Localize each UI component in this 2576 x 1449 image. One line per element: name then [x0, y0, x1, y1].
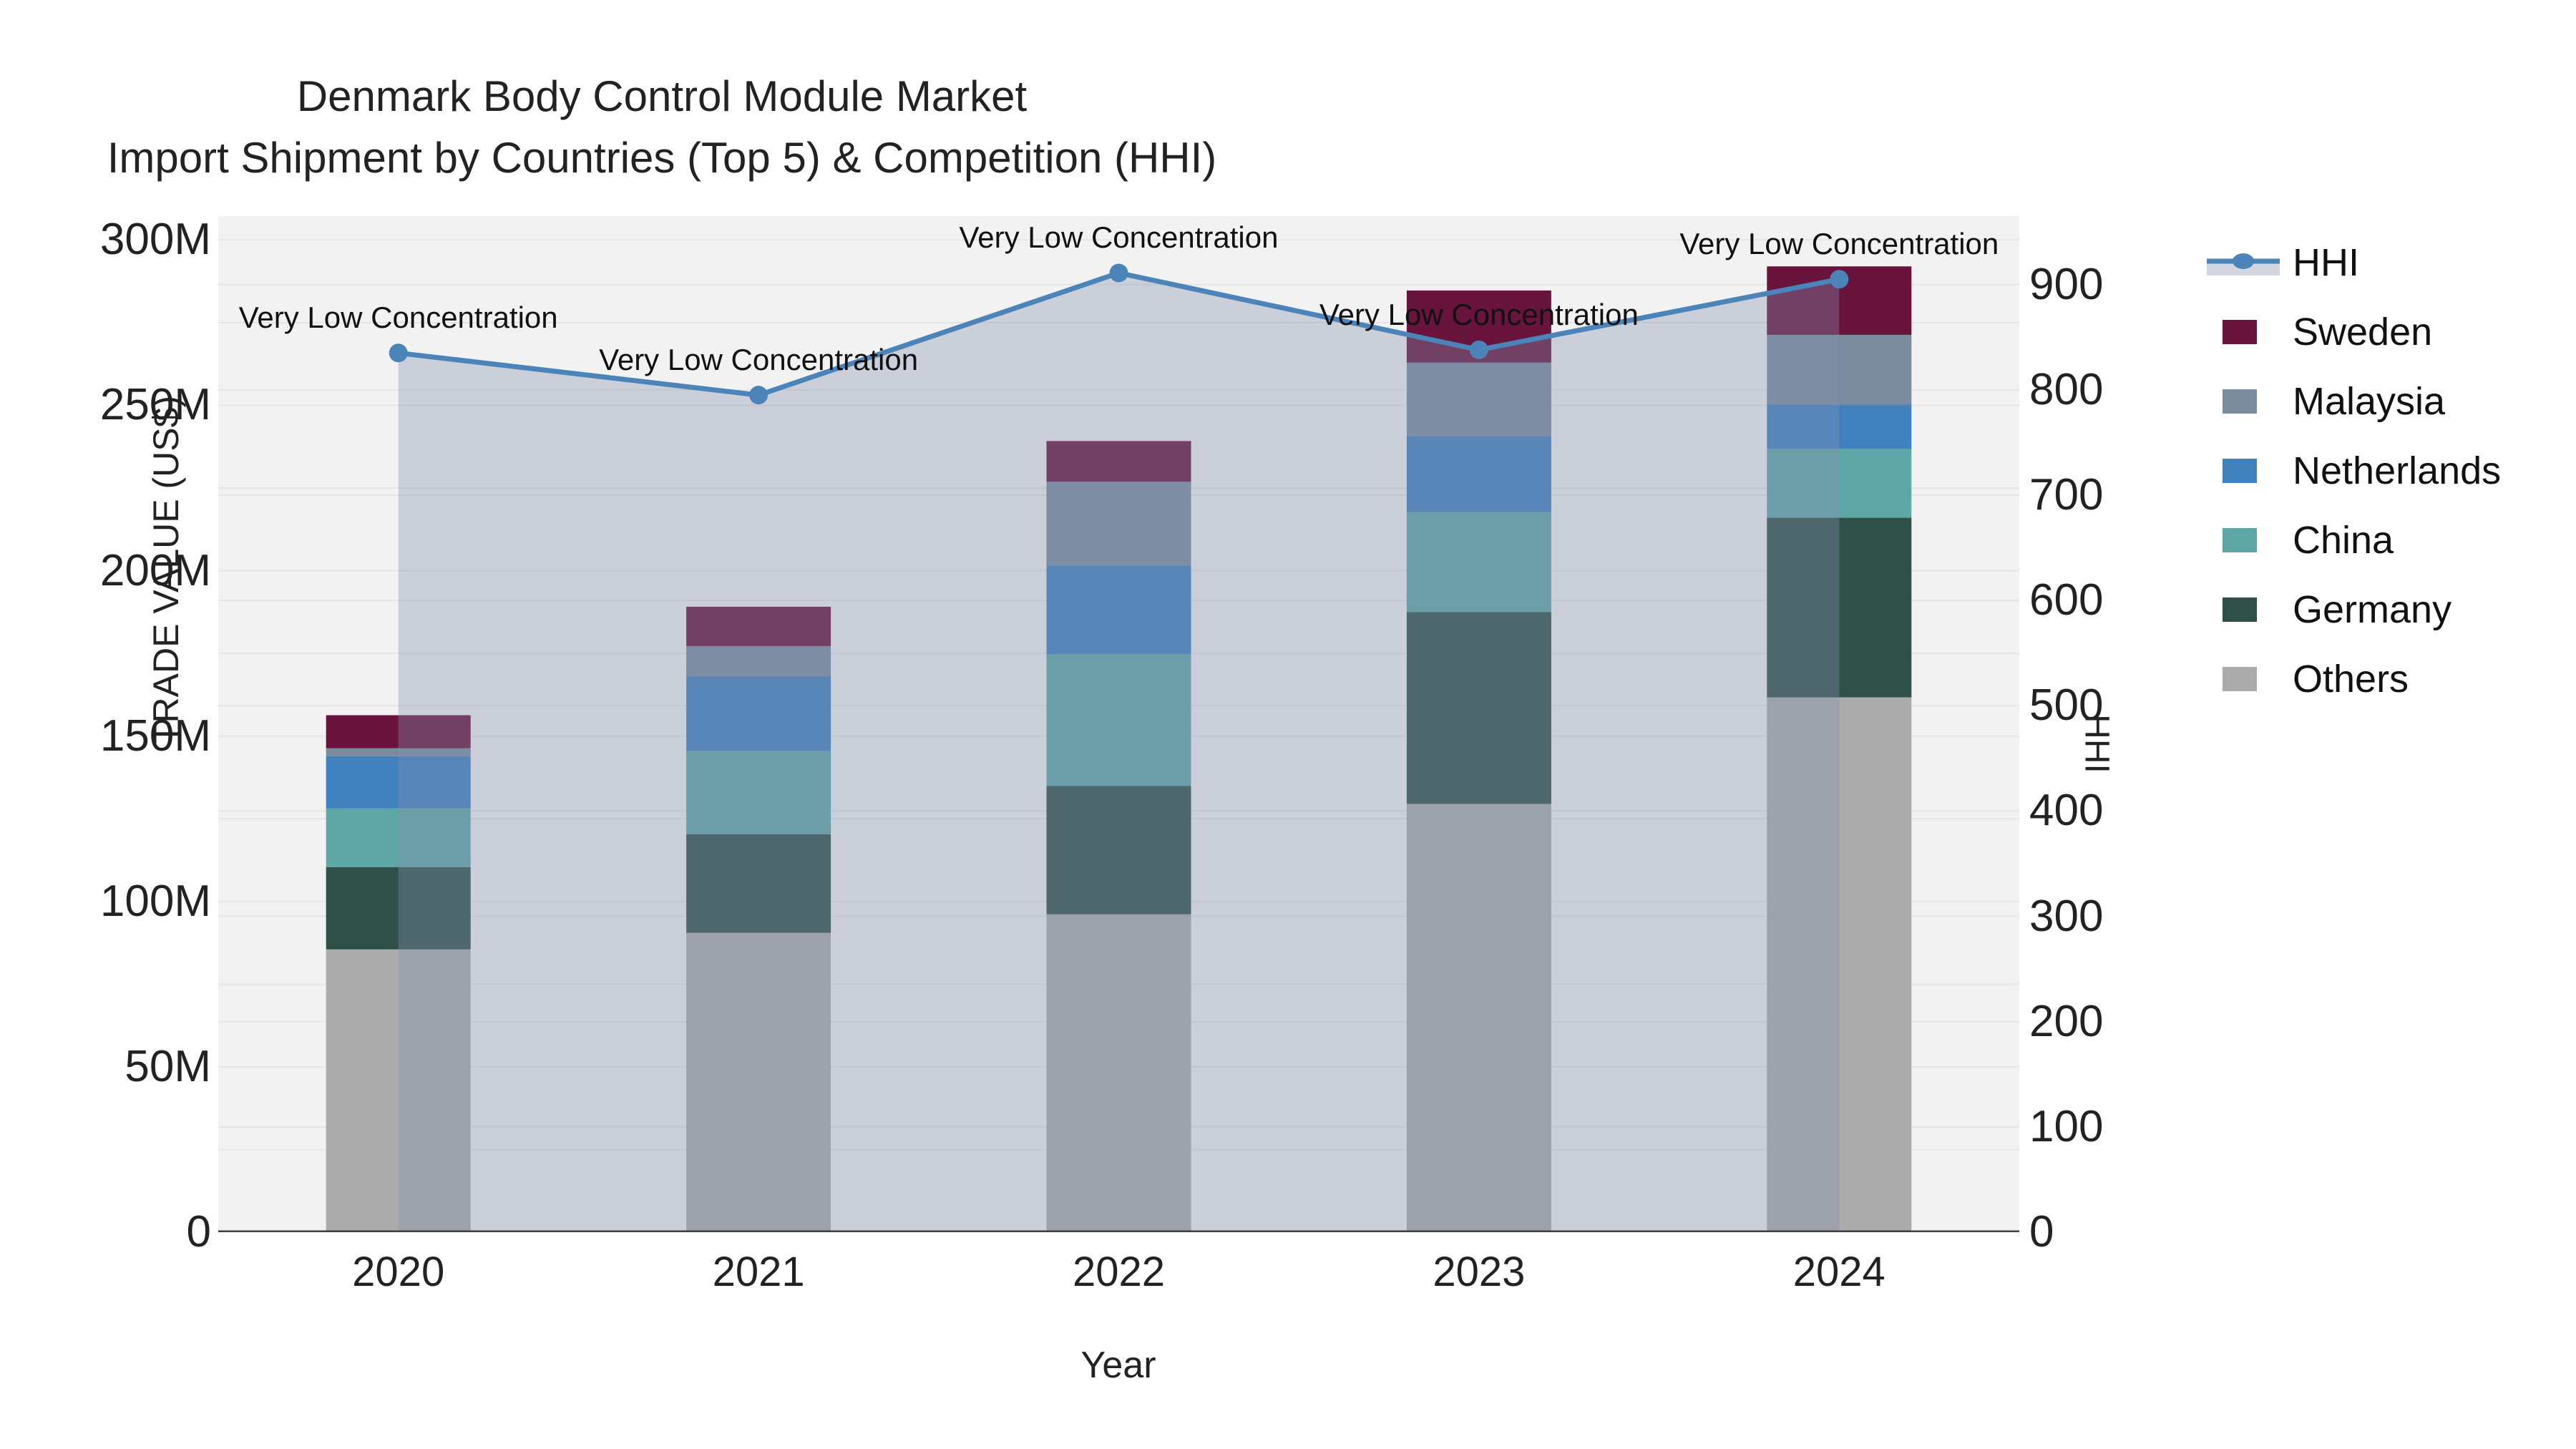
bar-segment-china-2022[interactable]: [1046, 654, 1191, 786]
bar-segment-others-2022[interactable]: [1046, 914, 1191, 1232]
right-tick-800: 800: [2029, 364, 2104, 414]
chart-title-line2: Import Shipment by Countries (Top 5) & C…: [107, 134, 1217, 182]
legend-label: Malaysia: [2293, 379, 2446, 423]
bar-segment-others-2023[interactable]: [1406, 804, 1551, 1232]
hhi-annotation-2020: Very Low Concentration: [238, 301, 558, 335]
legend: HHI Sweden Malaysia Netherlands China Germany…: [2205, 228, 2501, 713]
bar-segment-netherlands-2023[interactable]: [1406, 436, 1551, 512]
right-tick-400: 400: [2029, 786, 2104, 836]
legend-item-germany[interactable]: Germany: [2205, 575, 2501, 644]
hhi-annotation-2024: Very Low Concentration: [1679, 227, 1999, 261]
bar-segment-china-2020[interactable]: [326, 808, 471, 867]
legend-label: Others: [2293, 657, 2409, 701]
left-tick-200M: 200M: [99, 545, 211, 595]
chart-canvas: [218, 239, 2019, 1232]
right-tick-900: 900: [2029, 259, 2104, 309]
left-tick-50M: 50M: [125, 1041, 211, 1091]
bar-segment-sweden-2021[interactable]: [686, 606, 831, 646]
legend-swatch-icon: [2205, 588, 2284, 631]
right-tick-700: 700: [2029, 469, 2104, 519]
bar-segment-germany-2020[interactable]: [326, 867, 471, 950]
legend-line-sample-icon: [2205, 241, 2284, 284]
hhi-marker-2023[interactable]: [1469, 340, 1488, 359]
right-tick-500: 500: [2029, 680, 2104, 731]
bar-segment-malaysia-2022[interactable]: [1046, 482, 1191, 566]
hhi-annotation-2023: Very Low Concentration: [1319, 297, 1639, 331]
legend-label: Sweden: [2293, 310, 2433, 353]
left-tick-100M: 100M: [99, 876, 211, 926]
bar-segment-germany-2024[interactable]: [1767, 517, 1912, 698]
bar-segment-netherlands-2022[interactable]: [1046, 565, 1191, 655]
bar-segment-malaysia-2024[interactable]: [1767, 334, 1912, 405]
legend-label: Netherlands: [2293, 449, 2502, 492]
legend-swatch-icon: [2205, 658, 2284, 701]
bar-segment-sweden-2020[interactable]: [326, 715, 471, 748]
bar-segment-sweden-2022[interactable]: [1046, 441, 1191, 482]
hhi-annotation-2022: Very Low Concentration: [959, 220, 1279, 255]
bar-segment-china-2024[interactable]: [1767, 449, 1912, 518]
left-tick-0: 0: [186, 1207, 211, 1257]
left-tick-150M: 150M: [99, 711, 211, 761]
bar-segment-malaysia-2023[interactable]: [1406, 362, 1551, 436]
legend-item-sweden[interactable]: Sweden: [2205, 297, 2501, 366]
bar-segment-china-2021[interactable]: [686, 751, 831, 834]
legend-label: China: [2293, 518, 2394, 562]
bar-segment-china-2023[interactable]: [1406, 512, 1551, 613]
plot-area: Very Low Concentration Very Low Concentra…: [218, 216, 2019, 1232]
legend-item-malaysia[interactable]: Malaysia: [2205, 366, 2501, 436]
bar-segment-germany-2021[interactable]: [686, 834, 831, 933]
legend-item-hhi[interactable]: HHI: [2205, 228, 2501, 297]
bar-segment-netherlands-2021[interactable]: [686, 676, 831, 751]
bar-segment-netherlands-2024[interactable]: [1767, 404, 1912, 449]
hhi-annotation-2021: Very Low Concentration: [599, 343, 919, 377]
x-tick-2020[interactable]: 2020: [352, 1249, 445, 1295]
legend-item-china[interactable]: China: [2205, 505, 2501, 575]
x-tick-2021[interactable]: 2021: [712, 1249, 805, 1295]
legend-swatch-icon: [2205, 311, 2284, 353]
bar-segment-malaysia-2020[interactable]: [326, 748, 471, 756]
x-axis-title: Year: [1080, 1345, 1156, 1386]
right-tick-100: 100: [2029, 1101, 2104, 1151]
legend-item-netherlands[interactable]: Netherlands: [2205, 436, 2501, 505]
legend-swatch-icon: [2205, 449, 2284, 492]
bar-segment-malaysia-2021[interactable]: [686, 645, 831, 677]
bar-segment-netherlands-2020[interactable]: [326, 756, 471, 809]
chart-title: Denmark Body Control Module Market Impor…: [0, 66, 2576, 189]
hhi-marker-2022[interactable]: [1109, 263, 1128, 283]
left-tick-300M: 300M: [99, 215, 211, 265]
bar-segment-others-2024[interactable]: [1767, 697, 1912, 1232]
x-tick-2022[interactable]: 2022: [1072, 1249, 1166, 1295]
right-tick-200: 200: [2029, 996, 2104, 1046]
hhi-area-fill: [398, 273, 1840, 1232]
legend-item-others[interactable]: Others: [2205, 644, 2501, 713]
right-tick-600: 600: [2029, 575, 2104, 625]
hhi-marker-2024[interactable]: [1830, 270, 1849, 289]
legend-label: Germany: [2293, 587, 2452, 631]
hhi-marker-2021[interactable]: [749, 386, 769, 405]
bar-segment-germany-2023[interactable]: [1406, 612, 1551, 804]
right-tick-300: 300: [2029, 891, 2104, 941]
legend-swatch-icon: [2205, 380, 2284, 423]
bar-segment-germany-2022[interactable]: [1046, 786, 1191, 914]
x-tick-2023[interactable]: 2023: [1433, 1249, 1526, 1295]
left-tick-250M: 250M: [99, 380, 211, 430]
chart-title-line1: Denmark Body Control Module Market: [296, 72, 1028, 120]
hhi-marker-2020[interactable]: [389, 343, 408, 363]
bar-segment-others-2021[interactable]: [686, 932, 831, 1232]
legend-swatch-icon: [2205, 519, 2284, 562]
right-tick-0: 0: [2029, 1207, 2054, 1257]
x-tick-2024[interactable]: 2024: [1792, 1249, 1885, 1295]
bar-segment-others-2020[interactable]: [326, 949, 471, 1232]
legend-label: HHI: [2293, 240, 2359, 284]
